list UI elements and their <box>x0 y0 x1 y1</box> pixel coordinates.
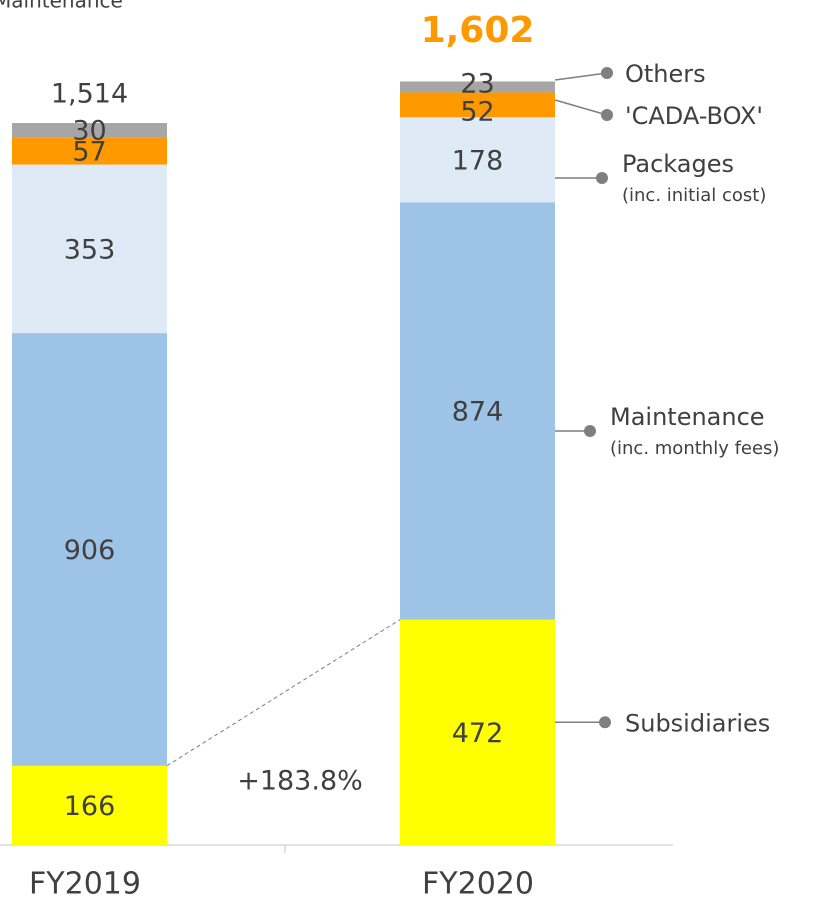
bar-segment <box>400 619 555 845</box>
legend-label: Others <box>625 60 706 88</box>
value-label: 874 <box>452 396 504 427</box>
value-label: 30 <box>72 116 106 147</box>
legend-dot <box>584 424 596 437</box>
total-label: 1,602 <box>421 10 535 51</box>
legend-sublabel: (inc. monthly fees) <box>610 438 779 459</box>
total-label: 1,514 <box>51 79 128 110</box>
value-label: 353 <box>64 234 116 265</box>
value-label: 57 <box>72 136 106 167</box>
value-label: 166 <box>64 791 116 822</box>
legend-label: Packages <box>622 150 734 178</box>
bar-segment <box>400 202 555 620</box>
annotation: +183.8% <box>237 766 363 797</box>
value-label: 906 <box>64 535 116 566</box>
chart-title: Maintenance <box>0 0 123 13</box>
legend-dot <box>599 716 611 729</box>
legend-dot <box>601 67 613 79</box>
legend-leader <box>554 99 608 116</box>
x-tick-label: FY2020 <box>422 867 534 900</box>
bar-segment <box>400 81 555 93</box>
bar-segment <box>12 164 167 334</box>
value-label: 23 <box>460 68 494 99</box>
legend-leader <box>554 72 608 81</box>
bar-segment <box>12 765 167 845</box>
bar-segment <box>400 117 555 203</box>
bar-segment <box>12 333 167 766</box>
legend-sublabel: (inc. initial cost) <box>622 185 766 206</box>
value-label: 52 <box>460 96 494 127</box>
legend-label: Subsidiaries <box>625 709 770 737</box>
legend-label: 'CADA-BOX' <box>625 102 763 130</box>
legend-dot <box>596 172 608 184</box>
x-tick-label: FY2019 <box>29 867 141 900</box>
value-label: 472 <box>452 718 504 749</box>
legend-dot <box>601 109 613 121</box>
connector <box>166 619 401 767</box>
legend-label: Maintenance <box>610 403 765 431</box>
value-label: 178 <box>452 145 504 176</box>
bar-segment <box>12 123 167 138</box>
bar-segment <box>400 92 555 118</box>
bar-segment <box>12 137 167 165</box>
